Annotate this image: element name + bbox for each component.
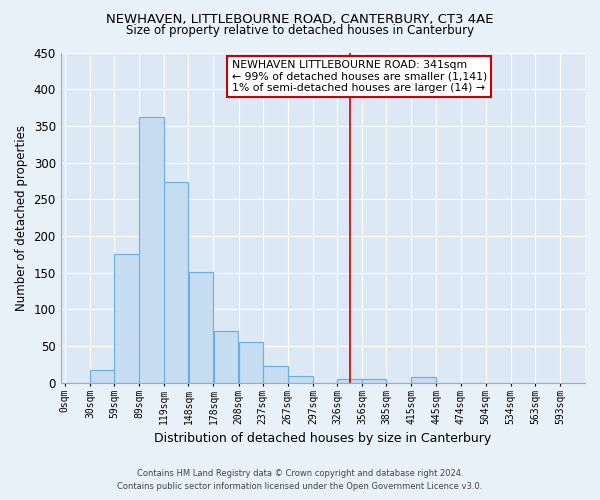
Bar	[214, 332, 238, 383]
Text: NEWHAVEN LITTLEBOURNE ROAD: 341sqm
← 99% of detached houses are smaller (1,141)
: NEWHAVEN LITTLEBOURNE ROAD: 341sqm ← 99%…	[232, 60, 487, 93]
Bar	[114, 254, 139, 383]
Bar	[139, 117, 164, 383]
Bar	[288, 376, 313, 383]
Bar	[263, 366, 287, 383]
X-axis label: Distribution of detached houses by size in Canterbury: Distribution of detached houses by size …	[154, 432, 491, 445]
Bar	[337, 379, 362, 383]
Bar	[362, 379, 386, 383]
Text: NEWHAVEN, LITTLEBOURNE ROAD, CANTERBURY, CT3 4AE: NEWHAVEN, LITTLEBOURNE ROAD, CANTERBURY,…	[106, 12, 494, 26]
Bar	[239, 342, 263, 383]
Y-axis label: Number of detached properties: Number of detached properties	[15, 124, 28, 310]
Bar	[412, 377, 436, 383]
Text: Size of property relative to detached houses in Canterbury: Size of property relative to detached ho…	[126, 24, 474, 37]
Text: Contains HM Land Registry data © Crown copyright and database right 2024.
Contai: Contains HM Land Registry data © Crown c…	[118, 469, 482, 491]
Bar	[90, 370, 114, 383]
Bar	[164, 182, 188, 383]
Bar	[188, 272, 214, 383]
